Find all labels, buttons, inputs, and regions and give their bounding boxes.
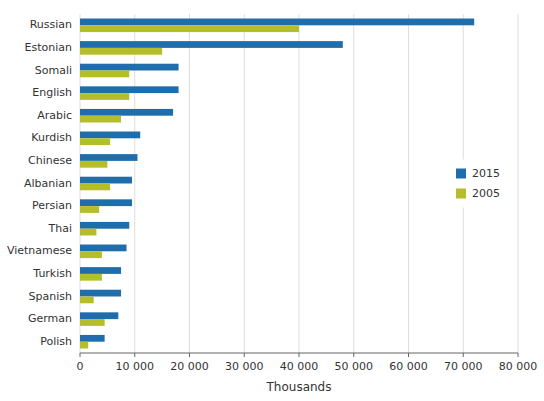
x-tick bbox=[299, 353, 300, 357]
legend-swatch bbox=[456, 189, 466, 199]
x-tick-label: 10 000 bbox=[116, 360, 155, 373]
x-tick bbox=[518, 353, 519, 357]
category-label: Thai bbox=[48, 222, 73, 235]
bar bbox=[80, 138, 110, 145]
grid-line bbox=[299, 14, 300, 353]
category-label: Estonian bbox=[25, 41, 72, 54]
x-axis-label: Thousands bbox=[266, 380, 332, 394]
bar bbox=[80, 229, 96, 236]
legend-label: 2015 bbox=[472, 167, 500, 180]
bar bbox=[80, 335, 105, 342]
bar bbox=[80, 71, 129, 78]
bar bbox=[80, 19, 474, 26]
x-axis-line bbox=[80, 353, 518, 354]
x-tick bbox=[244, 353, 245, 357]
category-label: Somali bbox=[35, 64, 72, 77]
x-tick-label: 50 000 bbox=[335, 360, 374, 373]
category-label: Chinese bbox=[28, 154, 72, 167]
grid-line bbox=[518, 14, 519, 353]
x-tick-label: 60 000 bbox=[389, 360, 428, 373]
legend-swatch bbox=[456, 169, 466, 179]
category-label: Persian bbox=[32, 199, 72, 212]
x-tick bbox=[353, 353, 354, 357]
grid-line bbox=[353, 14, 354, 353]
bar bbox=[80, 342, 88, 349]
bar bbox=[80, 116, 121, 123]
x-tick-label: 70 000 bbox=[444, 360, 483, 373]
x-tick bbox=[189, 353, 190, 357]
bar bbox=[80, 319, 105, 326]
bar bbox=[80, 245, 127, 252]
category-label: German bbox=[28, 312, 72, 325]
bar bbox=[80, 161, 107, 168]
grid-line bbox=[189, 14, 190, 353]
category-label: Albanian bbox=[24, 177, 72, 190]
bar bbox=[80, 86, 179, 93]
x-tick bbox=[408, 353, 409, 357]
bar bbox=[80, 48, 162, 55]
category-label: English bbox=[32, 86, 72, 99]
chart: 0 10 000 20 000 30 000 40 000 50 000 60 000 70 … bbox=[0, 0, 544, 401]
category-label: Kurdish bbox=[31, 131, 72, 144]
x-tick-label: 20 000 bbox=[170, 360, 209, 373]
x-tick bbox=[80, 353, 81, 357]
x-tick-label: 80 000 bbox=[499, 360, 538, 373]
bar bbox=[80, 251, 102, 258]
bars bbox=[80, 19, 474, 349]
x-axis: 0 10 000 20 000 30 000 40 000 50 000 60 000 70 … bbox=[77, 353, 538, 373]
grid-line bbox=[408, 14, 409, 353]
x-tick-label: 30 000 bbox=[225, 360, 264, 373]
bar bbox=[80, 154, 137, 161]
bar bbox=[80, 41, 343, 48]
x-tick-label: 0 bbox=[77, 360, 84, 373]
grid bbox=[80, 14, 518, 353]
bar bbox=[80, 93, 129, 100]
bar bbox=[80, 132, 140, 139]
category-label: Turkish bbox=[32, 267, 72, 280]
legend-box bbox=[448, 160, 512, 208]
x-tick bbox=[134, 353, 135, 357]
category-label: Spanish bbox=[29, 290, 72, 303]
legend: 2015 2005 bbox=[448, 160, 512, 208]
bar bbox=[80, 274, 102, 281]
bar bbox=[80, 290, 121, 297]
category-label: Vietnamese bbox=[7, 244, 72, 257]
bar bbox=[80, 184, 110, 191]
bar bbox=[80, 64, 179, 71]
y-axis: Russian Estonian Somali English Arabic Kurdis… bbox=[7, 18, 72, 347]
bar bbox=[80, 312, 118, 319]
category-label: Polish bbox=[40, 335, 72, 348]
bar bbox=[80, 267, 121, 274]
x-tick-label: 40 000 bbox=[280, 360, 319, 373]
bar bbox=[80, 109, 173, 116]
bar bbox=[80, 297, 94, 304]
category-label: Russian bbox=[30, 18, 72, 31]
bar bbox=[80, 199, 132, 206]
category-label: Arabic bbox=[37, 109, 72, 122]
x-tick bbox=[463, 353, 464, 357]
bar bbox=[80, 177, 132, 184]
legend-label: 2005 bbox=[472, 187, 500, 200]
bar bbox=[80, 25, 299, 32]
bar bbox=[80, 222, 129, 229]
grid-line bbox=[244, 14, 245, 353]
bar bbox=[80, 206, 99, 213]
